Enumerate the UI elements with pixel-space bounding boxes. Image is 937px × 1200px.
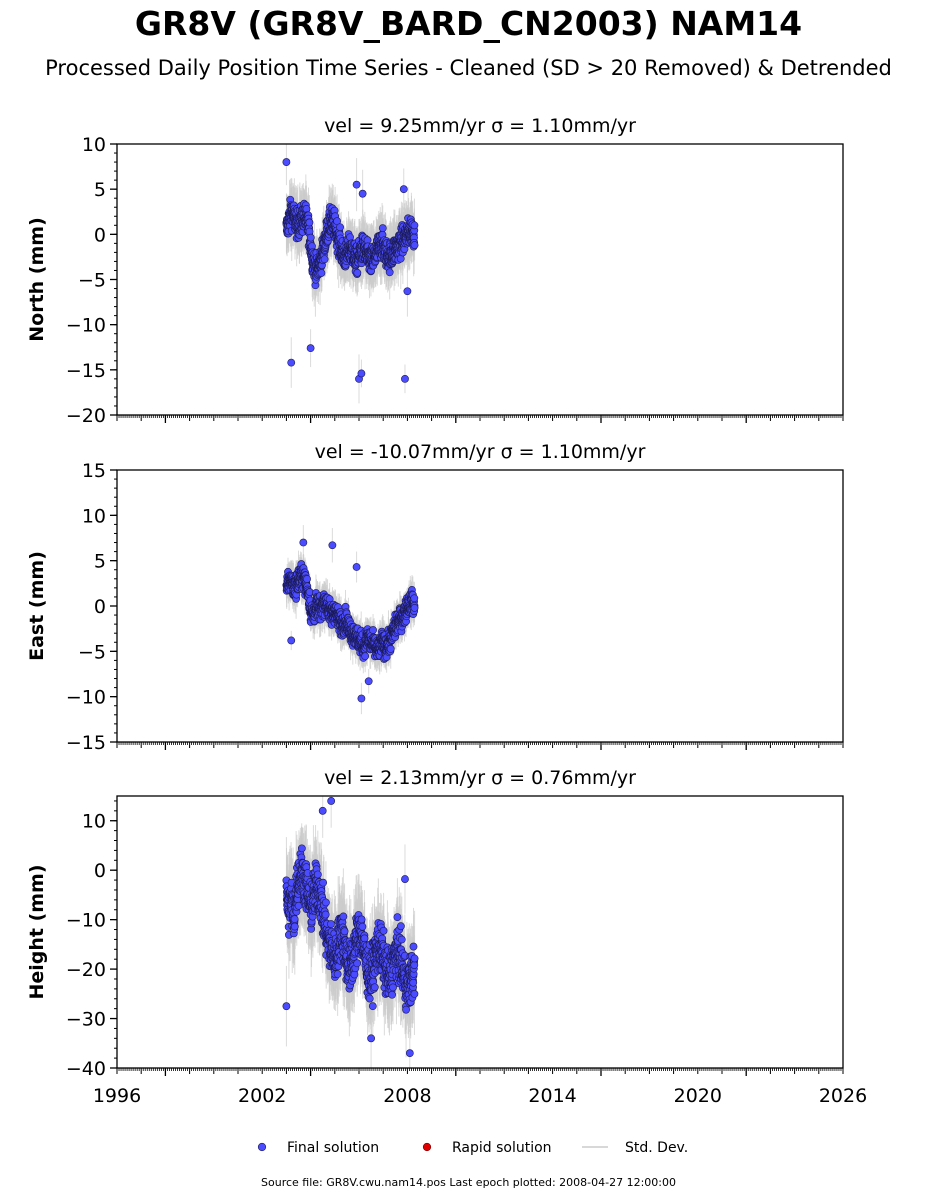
data-point	[410, 604, 419, 612]
y-tick-label: 15	[82, 460, 106, 482]
y-tick-label: 10	[82, 134, 106, 156]
final-solution-points	[282, 538, 419, 703]
y-axis-label: East (mm)	[26, 551, 48, 661]
data-point	[410, 594, 419, 603]
chart-panel-2: vel = -10.07mm/yr σ = 1.10mm/yr 15 10 5 0 −5 −…	[26, 441, 844, 754]
data-point	[358, 189, 367, 198]
data-point	[287, 358, 296, 367]
data-point	[403, 287, 412, 296]
y-tick-label: −15	[66, 360, 106, 382]
data-point	[399, 185, 408, 194]
data-point	[386, 644, 395, 653]
data-point	[282, 158, 291, 166]
std-dev-bars	[285, 144, 416, 404]
y-tick-label: −10	[66, 687, 106, 709]
data-point	[378, 224, 387, 233]
y-tick-label: 10	[82, 505, 106, 527]
panel-title: vel = 9.25mm/yr σ = 1.10mm/yr	[324, 115, 636, 137]
data-point	[306, 233, 315, 242]
plot-frame	[116, 143, 844, 416]
final-solution-points	[282, 158, 419, 383]
data-point	[317, 269, 326, 277]
data-point	[357, 369, 366, 378]
chart-panel-3: vel = 2.13mm/yr σ = 0.76mm/yr100−10−20−3…	[26, 767, 867, 1107]
data-point	[352, 180, 361, 189]
data-point	[306, 344, 315, 353]
data-point	[303, 575, 311, 583]
data-point	[299, 538, 308, 547]
y-tick-label: −20	[66, 405, 106, 427]
data-point	[364, 677, 373, 686]
data-point	[320, 255, 329, 264]
data-point	[357, 694, 366, 703]
data-point	[353, 268, 362, 277]
y-tick-label: −15	[66, 732, 106, 754]
y-tick-label: 5	[94, 179, 106, 201]
data-point	[410, 221, 419, 230]
y-tick-label: 5	[94, 551, 106, 573]
y-tick-label: −10	[66, 315, 106, 337]
page-subtitle: Processed Daily Position Time Series - C…	[45, 56, 892, 80]
data-point	[410, 241, 419, 249]
y-tick-label: −5	[78, 270, 106, 292]
panel-title: vel = -10.07mm/yr σ = 1.10mm/yr	[315, 441, 646, 463]
plot-frame	[116, 469, 844, 743]
data-point	[361, 652, 370, 661]
data-point	[328, 541, 337, 550]
data-point	[336, 223, 344, 232]
chart-panel-1: vel = 9.25mm/yr σ = 1.10mm/yr 10 5 0 −5 −10 −1…	[26, 115, 844, 427]
y-tick-label: 0	[94, 596, 106, 618]
y-tick-label: 0	[94, 224, 106, 246]
y-tick-label: −5	[78, 641, 106, 663]
data-point	[385, 268, 394, 277]
data-point	[287, 636, 296, 645]
y-axis-label: North (mm)	[26, 217, 48, 342]
data-point	[352, 563, 361, 571]
data-point	[401, 374, 409, 383]
page-title: GR8V (GR8V_BARD_CN2003) NAM14	[134, 4, 803, 43]
panel-title: vel = 2.13mm/yr σ = 0.76mm/yr	[324, 767, 636, 789]
data-point	[305, 218, 314, 227]
data-point	[369, 626, 377, 634]
